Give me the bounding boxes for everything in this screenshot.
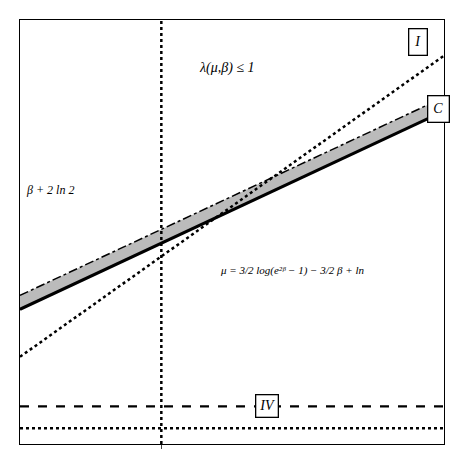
svg-text:C: C — [433, 101, 443, 116]
svg-text:I: I — [414, 34, 421, 49]
svg-text:λ(μ,β) ≤ 1: λ(μ,β) ≤ 1 — [199, 60, 255, 76]
svg-text:β + 2 ln 2: β + 2 ln 2 — [26, 183, 74, 197]
svg-text:μ = 3/2 log(e²ᵝ − 1) − 3/2 β +: μ = 3/2 log(e²ᵝ − 1) − 3/2 β + ln — [220, 264, 365, 277]
svg-text:IV: IV — [259, 398, 275, 413]
